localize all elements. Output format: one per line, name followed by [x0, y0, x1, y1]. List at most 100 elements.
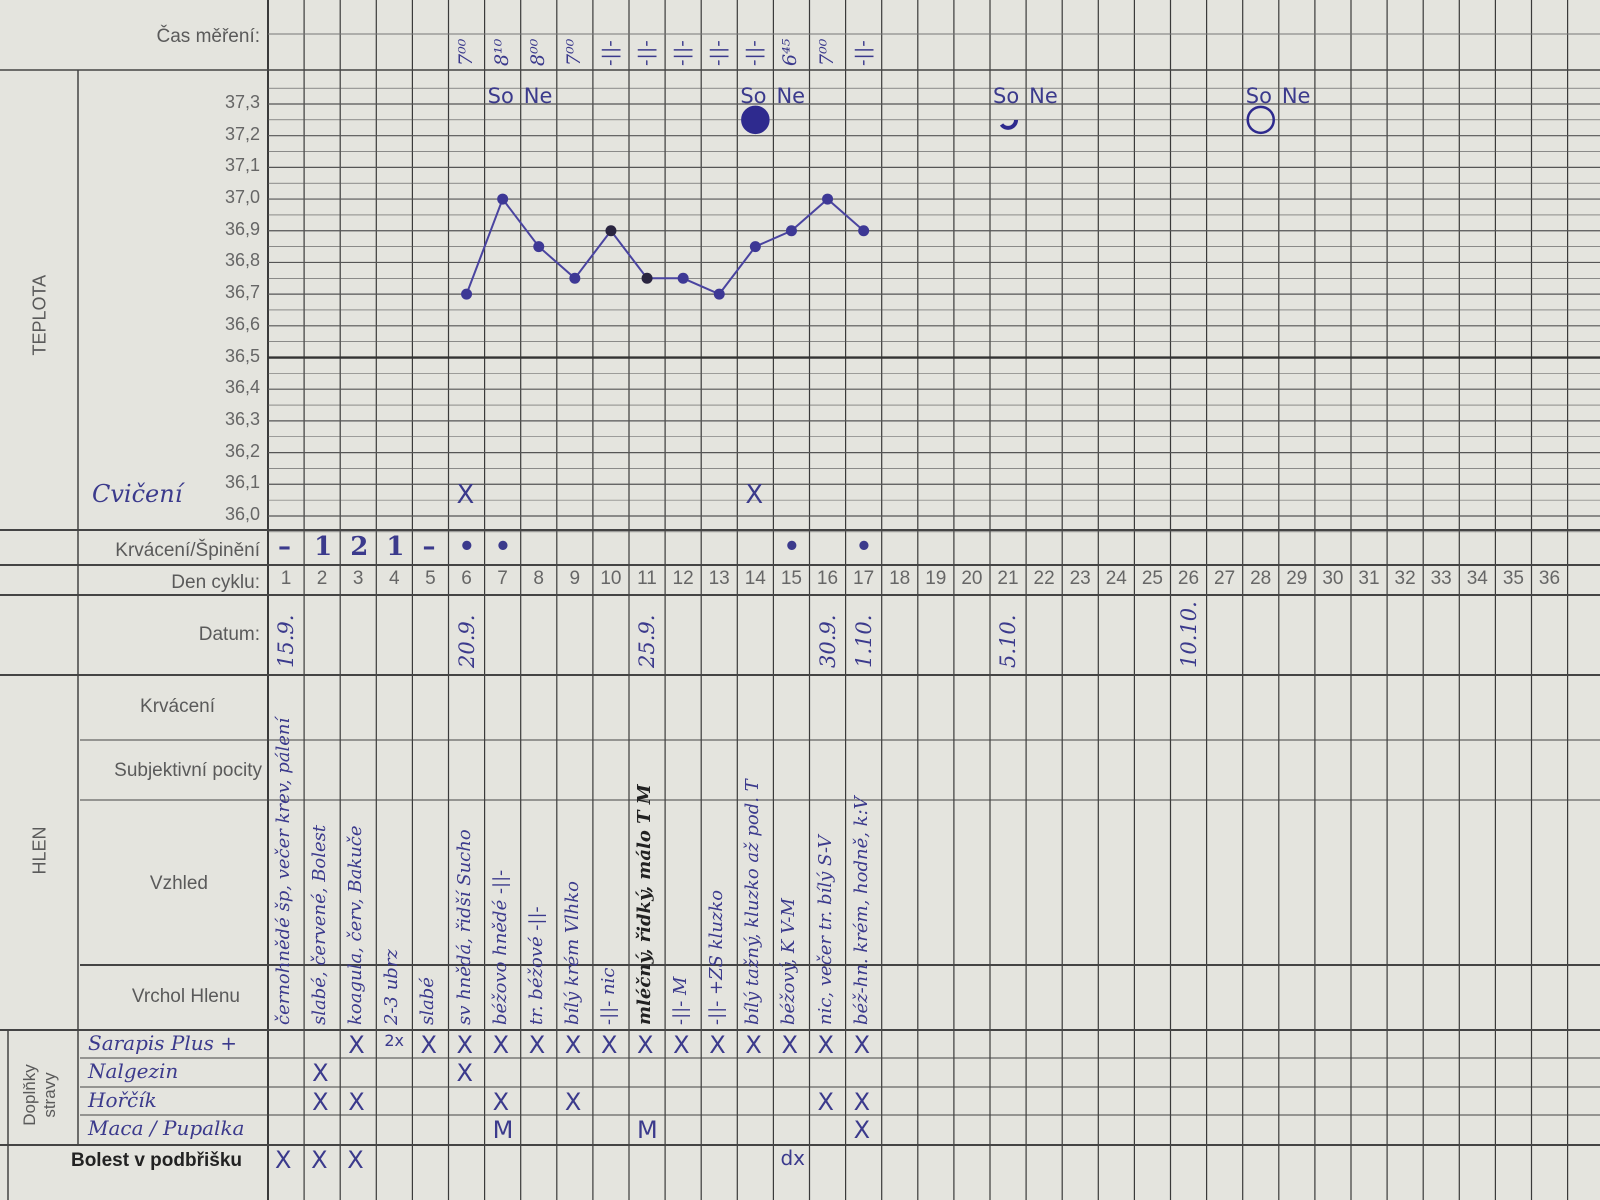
pain-mark: X — [347, 1146, 364, 1174]
y-tick-label: 36,5 — [224, 345, 260, 366]
pain-label: Bolest v podbřišku — [70, 1150, 242, 1171]
supplement-mark: X — [781, 1031, 798, 1059]
supplement-mark: X — [456, 1031, 473, 1059]
time-entry: 8⁰⁰ — [526, 38, 549, 66]
cycle-day-number: 19 — [925, 568, 947, 589]
cycle-day-number: 28 — [1250, 568, 1272, 589]
mucus-note: tr. béžové -||- — [525, 906, 547, 1025]
supplement-mark: 2x — [384, 1031, 404, 1050]
y-tick-label: 36,9 — [224, 218, 260, 239]
cycle-day-number: 14 — [744, 568, 766, 589]
y-tick-label: 37,1 — [224, 155, 260, 176]
cycle-day-number: 5 — [425, 568, 436, 589]
cycle-day-number: 32 — [1394, 568, 1416, 589]
supplement-mark: X — [600, 1031, 618, 1059]
supplement-mark: X — [348, 1088, 365, 1116]
supplement-mark: M — [492, 1116, 514, 1144]
supplement-mark: X — [348, 1031, 365, 1059]
peak-label: Vrchol Hlenu — [131, 986, 240, 1007]
supplement-name: Hořčík — [88, 1088, 157, 1112]
exercise-label: Cvičení — [92, 480, 183, 508]
date-entry: 5.10. — [996, 614, 1021, 668]
weekday-label: Ne — [1029, 84, 1058, 108]
time-entry: -||- — [743, 40, 766, 66]
cycle-day-number: 4 — [389, 568, 400, 589]
mucus-note: bílý krém Vlhko — [561, 881, 583, 1025]
bleeding-spotting-label: Krvácení/Špinění — [115, 540, 260, 561]
supplement-mark: X — [853, 1116, 871, 1144]
temperature-point — [497, 193, 509, 205]
y-tick-label: 37,2 — [224, 123, 260, 144]
cycle-day-number: 20 — [961, 568, 983, 589]
supplement-mark: X — [853, 1088, 871, 1116]
cycle-day-number: 13 — [708, 568, 730, 589]
supplement-mark: X — [564, 1088, 582, 1116]
y-tick-label: 36,2 — [224, 440, 260, 461]
cycle-day-number: 7 — [497, 568, 508, 589]
temperature-point — [677, 272, 689, 284]
cycle-day-number: 1 — [280, 568, 292, 589]
date-entry: 20.9. — [454, 614, 479, 668]
y-tick-label: 37,3 — [224, 92, 260, 112]
temperature-point — [605, 225, 617, 237]
cycle-day-number: 26 — [1177, 568, 1200, 589]
cycle-day-number: 6 — [461, 568, 472, 589]
weekday-label: So — [487, 84, 514, 108]
supplement-mark: X — [817, 1088, 834, 1116]
mucus-bleeding-label: Krvácení — [140, 696, 215, 717]
bleeding-mark: – — [422, 532, 436, 562]
temperature-label: TEPLOTA — [29, 274, 50, 356]
time-entry: -||- — [671, 40, 694, 66]
supplement-mark: X — [853, 1031, 871, 1059]
supplement-mark: X — [673, 1031, 690, 1059]
cycle-day-number: 9 — [569, 568, 581, 589]
bleeding-mark: 1 — [386, 532, 405, 562]
bleeding-mark: 2 — [350, 532, 369, 562]
supplement-mark: X — [528, 1031, 546, 1059]
cycle-day-number: 34 — [1466, 568, 1488, 589]
bleeding-mark: • — [783, 532, 801, 562]
mucus-note: -||- nic — [597, 967, 619, 1025]
y-tick-label: 36,6 — [224, 313, 260, 334]
date-entry: 10.10. — [1176, 601, 1201, 668]
y-tick-label: 36,0 — [224, 503, 260, 524]
time-label: Čas měření: — [156, 26, 260, 47]
date-entry: 15.9. — [274, 614, 299, 668]
cycle-day-number: 8 — [533, 568, 544, 589]
temperature-point — [785, 225, 797, 237]
mucus-note: nic, večer tr. bílý S-V — [814, 835, 836, 1025]
time-entry: 7⁰⁰ — [454, 38, 477, 66]
supplement-mark: X — [492, 1088, 510, 1116]
full-moon-icon — [741, 105, 770, 135]
pain-mark: X — [311, 1146, 328, 1174]
y-tick-label: 36,8 — [224, 250, 260, 271]
mucus-note: -||- +ZS kluzko — [706, 889, 728, 1025]
cycle-day-number: 23 — [1069, 568, 1091, 589]
exercise-mark: X — [456, 480, 475, 510]
cycle-day-number: 10 — [600, 568, 622, 589]
pain-mark: dx — [780, 1146, 805, 1170]
mucus-note: béžový, K V-M — [778, 898, 800, 1025]
cycle-day-number: 22 — [1033, 568, 1055, 589]
mucus-note: černohnědé šp, večer krev, pálení — [273, 717, 295, 1025]
cycle-day-number: 17 — [853, 568, 875, 589]
supplement-mark: X — [745, 1031, 762, 1059]
weekday-label: Ne — [1281, 84, 1311, 108]
temperature-point — [533, 241, 545, 253]
mucus-note: koagula, červ, Bakuče — [345, 825, 367, 1025]
y-tick-label: 36,3 — [224, 408, 260, 429]
date-entry: 30.9. — [815, 614, 840, 668]
weekday-label: Ne — [523, 84, 553, 108]
cycle-day-number: 16 — [816, 568, 839, 589]
exercise-mark: X — [745, 480, 764, 510]
supplement-mark: X — [709, 1031, 726, 1059]
cycle-day-number: 3 — [352, 568, 364, 589]
temperature-point — [713, 288, 725, 300]
temperature-point — [461, 288, 473, 300]
mucus-note: béžovo hnědé -||- — [489, 869, 511, 1025]
supplement-mark: X — [492, 1031, 510, 1059]
supplement-mark: X — [420, 1031, 437, 1059]
y-tick-label: 36,7 — [224, 282, 260, 303]
cycle-day-number: 12 — [672, 568, 694, 589]
